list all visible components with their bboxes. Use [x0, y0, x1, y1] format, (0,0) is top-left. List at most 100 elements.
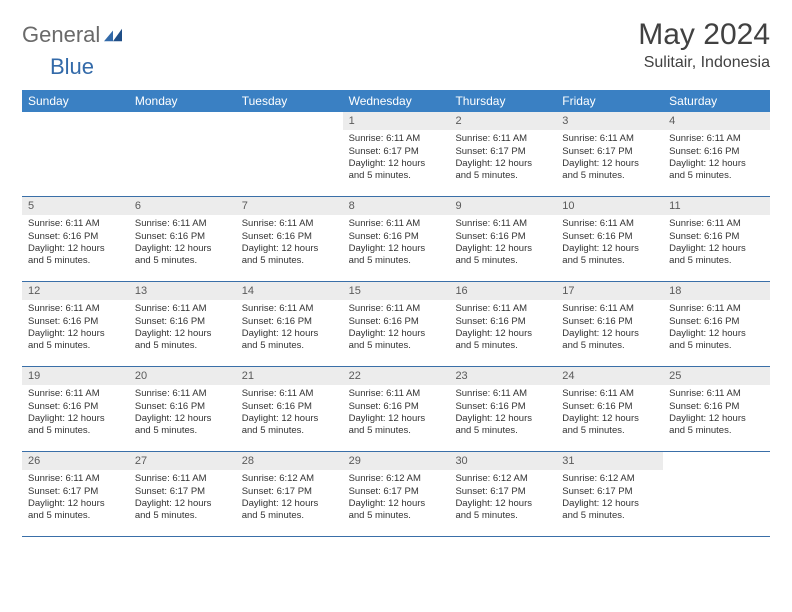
daylight-line: Daylight: 12 hours and 5 minutes. — [669, 328, 764, 353]
sunrise-line: Sunrise: 6:11 AM — [135, 473, 230, 485]
sunrise-line: Sunrise: 6:11 AM — [455, 133, 550, 145]
day-body: Sunrise: 6:11 AMSunset: 6:16 PMDaylight:… — [22, 215, 129, 273]
daylight-line: Daylight: 12 hours and 5 minutes. — [28, 243, 123, 268]
day-cell: 2Sunrise: 6:11 AMSunset: 6:17 PMDaylight… — [449, 112, 556, 196]
day-cell: 6Sunrise: 6:11 AMSunset: 6:16 PMDaylight… — [129, 197, 236, 281]
day-body: Sunrise: 6:12 AMSunset: 6:17 PMDaylight:… — [236, 470, 343, 528]
day-body: Sunrise: 6:11 AMSunset: 6:16 PMDaylight:… — [663, 130, 770, 188]
day-body: Sunrise: 6:11 AMSunset: 6:16 PMDaylight:… — [343, 385, 450, 443]
day-body: Sunrise: 6:11 AMSunset: 6:16 PMDaylight:… — [663, 300, 770, 358]
logo-mark-icon — [104, 28, 122, 42]
day-number: 16 — [449, 282, 556, 300]
week-row: 26Sunrise: 6:11 AMSunset: 6:17 PMDayligh… — [22, 452, 770, 537]
daylight-line: Daylight: 12 hours and 5 minutes. — [242, 328, 337, 353]
daylight-line: Daylight: 12 hours and 5 minutes. — [455, 413, 550, 438]
day-body: Sunrise: 6:11 AMSunset: 6:16 PMDaylight:… — [129, 385, 236, 443]
day-number: 6 — [129, 197, 236, 215]
day-body: Sunrise: 6:11 AMSunset: 6:16 PMDaylight:… — [556, 385, 663, 443]
sunrise-line: Sunrise: 6:11 AM — [28, 473, 123, 485]
day-body: Sunrise: 6:11 AMSunset: 6:16 PMDaylight:… — [556, 215, 663, 273]
sunrise-line: Sunrise: 6:11 AM — [28, 303, 123, 315]
sunset-line: Sunset: 6:17 PM — [349, 146, 444, 158]
sunset-line: Sunset: 6:16 PM — [669, 401, 764, 413]
daylight-line: Daylight: 12 hours and 5 minutes. — [349, 498, 444, 523]
day-cell: 26Sunrise: 6:11 AMSunset: 6:17 PMDayligh… — [22, 452, 129, 536]
daylight-line: Daylight: 12 hours and 5 minutes. — [135, 328, 230, 353]
day-body: Sunrise: 6:11 AMSunset: 6:16 PMDaylight:… — [343, 215, 450, 273]
day-cell: 13Sunrise: 6:11 AMSunset: 6:16 PMDayligh… — [129, 282, 236, 366]
day-cell — [663, 452, 770, 536]
daylight-line: Daylight: 12 hours and 5 minutes. — [135, 243, 230, 268]
daylight-line: Daylight: 12 hours and 5 minutes. — [455, 328, 550, 353]
sunset-line: Sunset: 6:16 PM — [242, 401, 337, 413]
sunset-line: Sunset: 6:16 PM — [349, 231, 444, 243]
day-body: Sunrise: 6:11 AMSunset: 6:17 PMDaylight:… — [556, 130, 663, 188]
day-cell: 28Sunrise: 6:12 AMSunset: 6:17 PMDayligh… — [236, 452, 343, 536]
sunrise-line: Sunrise: 6:12 AM — [242, 473, 337, 485]
day-body: Sunrise: 6:11 AMSunset: 6:17 PMDaylight:… — [449, 130, 556, 188]
weekday-cell: Sunday — [22, 90, 129, 112]
day-body: Sunrise: 6:11 AMSunset: 6:16 PMDaylight:… — [449, 300, 556, 358]
weekday-cell: Thursday — [449, 90, 556, 112]
sunset-line: Sunset: 6:16 PM — [28, 401, 123, 413]
day-number: 10 — [556, 197, 663, 215]
day-body: Sunrise: 6:11 AMSunset: 6:17 PMDaylight:… — [343, 130, 450, 188]
day-number: 17 — [556, 282, 663, 300]
logo-text-general: General — [22, 22, 100, 48]
sunrise-line: Sunrise: 6:11 AM — [669, 218, 764, 230]
day-cell: 19Sunrise: 6:11 AMSunset: 6:16 PMDayligh… — [22, 367, 129, 451]
day-number: 3 — [556, 112, 663, 130]
sunrise-line: Sunrise: 6:11 AM — [242, 303, 337, 315]
day-cell: 16Sunrise: 6:11 AMSunset: 6:16 PMDayligh… — [449, 282, 556, 366]
sunrise-line: Sunrise: 6:12 AM — [455, 473, 550, 485]
month-title: May 2024 — [638, 18, 770, 52]
daylight-line: Daylight: 12 hours and 5 minutes. — [135, 413, 230, 438]
day-cell — [22, 112, 129, 196]
day-body: Sunrise: 6:11 AMSunset: 6:16 PMDaylight:… — [236, 385, 343, 443]
day-number: 5 — [22, 197, 129, 215]
logo-text-blue: Blue — [50, 54, 94, 79]
day-number: 30 — [449, 452, 556, 470]
sunset-line: Sunset: 6:16 PM — [242, 316, 337, 328]
day-number: 11 — [663, 197, 770, 215]
logo: General — [22, 18, 124, 48]
day-number: 29 — [343, 452, 450, 470]
weekday-cell: Monday — [129, 90, 236, 112]
sunrise-line: Sunrise: 6:11 AM — [135, 303, 230, 315]
day-number: 15 — [343, 282, 450, 300]
sunset-line: Sunset: 6:16 PM — [669, 316, 764, 328]
day-cell: 31Sunrise: 6:12 AMSunset: 6:17 PMDayligh… — [556, 452, 663, 536]
sunrise-line: Sunrise: 6:11 AM — [562, 303, 657, 315]
sunset-line: Sunset: 6:16 PM — [349, 401, 444, 413]
day-cell: 18Sunrise: 6:11 AMSunset: 6:16 PMDayligh… — [663, 282, 770, 366]
day-cell: 23Sunrise: 6:11 AMSunset: 6:16 PMDayligh… — [449, 367, 556, 451]
day-number: 13 — [129, 282, 236, 300]
daylight-line: Daylight: 12 hours and 5 minutes. — [349, 328, 444, 353]
daylight-line: Daylight: 12 hours and 5 minutes. — [28, 328, 123, 353]
sunset-line: Sunset: 6:16 PM — [455, 401, 550, 413]
daylight-line: Daylight: 12 hours and 5 minutes. — [28, 413, 123, 438]
day-body: Sunrise: 6:11 AMSunset: 6:17 PMDaylight:… — [129, 470, 236, 528]
daylight-line: Daylight: 12 hours and 5 minutes. — [242, 413, 337, 438]
location-label: Sulitair, Indonesia — [638, 54, 770, 72]
day-body: Sunrise: 6:11 AMSunset: 6:17 PMDaylight:… — [22, 470, 129, 528]
daylight-line: Daylight: 12 hours and 5 minutes. — [562, 328, 657, 353]
sunset-line: Sunset: 6:16 PM — [562, 231, 657, 243]
day-number: 7 — [236, 197, 343, 215]
sunset-line: Sunset: 6:17 PM — [135, 486, 230, 498]
daylight-line: Daylight: 12 hours and 5 minutes. — [242, 243, 337, 268]
day-cell: 27Sunrise: 6:11 AMSunset: 6:17 PMDayligh… — [129, 452, 236, 536]
daylight-line: Daylight: 12 hours and 5 minutes. — [349, 413, 444, 438]
weekday-header-row: SundayMondayTuesdayWednesdayThursdayFrid… — [22, 90, 770, 112]
day-cell: 11Sunrise: 6:11 AMSunset: 6:16 PMDayligh… — [663, 197, 770, 281]
day-cell — [129, 112, 236, 196]
day-body: Sunrise: 6:12 AMSunset: 6:17 PMDaylight:… — [556, 470, 663, 528]
sunset-line: Sunset: 6:16 PM — [28, 316, 123, 328]
day-number: 23 — [449, 367, 556, 385]
daylight-line: Daylight: 12 hours and 5 minutes. — [562, 158, 657, 183]
day-cell: 8Sunrise: 6:11 AMSunset: 6:16 PMDaylight… — [343, 197, 450, 281]
day-body: Sunrise: 6:11 AMSunset: 6:16 PMDaylight:… — [663, 215, 770, 273]
sunrise-line: Sunrise: 6:11 AM — [669, 133, 764, 145]
sunset-line: Sunset: 6:17 PM — [28, 486, 123, 498]
sunrise-line: Sunrise: 6:11 AM — [242, 388, 337, 400]
